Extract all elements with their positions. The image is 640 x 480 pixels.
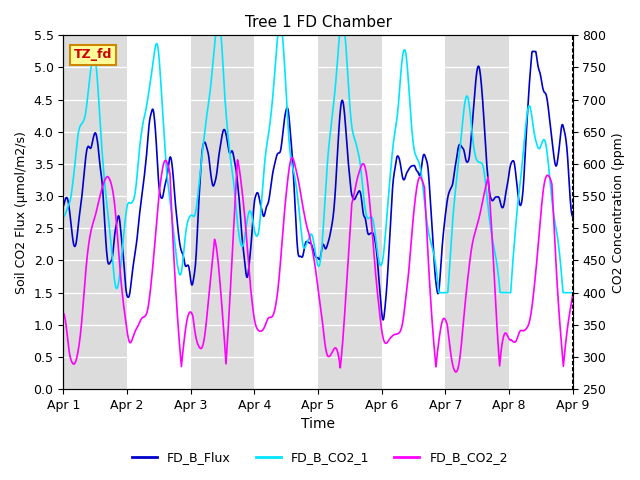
FD_B_Flux <box>380 317 387 323</box>
FD_B_Flux <box>127 282 134 288</box>
Legend: FD_B_Flux, FD_B_CO2_1, FD_B_CO2_2: FD_B_Flux, FD_B_CO2_1, FD_B_CO2_2 <box>127 446 513 469</box>
FD_B_Flux <box>327 227 335 233</box>
FD_B_CO2_1 <box>145 87 153 93</box>
FD_B_CO2_1 <box>212 33 220 38</box>
X-axis label: Time: Time <box>301 418 335 432</box>
FD_B_Flux <box>529 48 536 54</box>
Title: Tree 1 FD Chamber: Tree 1 FD Chamber <box>244 15 392 30</box>
FD_B_Flux <box>280 118 288 124</box>
Line: FD_B_Flux: FD_B_Flux <box>63 51 573 320</box>
FD_B_CO2_1 <box>328 120 335 126</box>
Text: TZ_fd: TZ_fd <box>74 48 112 61</box>
Bar <box>381 36 445 389</box>
FD_B_CO2_2 <box>231 202 239 207</box>
FD_B_CO2_2 <box>569 291 577 297</box>
FD_B_CO2_2 <box>328 351 335 357</box>
FD_B_Flux <box>338 98 346 104</box>
Bar <box>445 36 509 389</box>
Y-axis label: Soil CO2 Flux (μmol/m2/s): Soil CO2 Flux (μmol/m2/s) <box>15 131 28 294</box>
FD_B_Flux <box>569 214 577 219</box>
Bar <box>191 36 254 389</box>
Line: FD_B_CO2_1: FD_B_CO2_1 <box>63 36 573 293</box>
Bar <box>509 36 573 389</box>
FD_B_Flux <box>145 121 153 127</box>
FD_B_CO2_1 <box>569 290 577 296</box>
FD_B_CO2_1 <box>232 197 239 203</box>
FD_B_CO2_1 <box>338 33 346 38</box>
FD_B_CO2_1 <box>60 214 67 220</box>
FD_B_CO2_2 <box>145 298 153 303</box>
FD_B_CO2_2 <box>60 310 67 316</box>
FD_B_CO2_2 <box>127 339 134 345</box>
FD_B_CO2_2 <box>289 155 296 160</box>
FD_B_Flux <box>231 160 239 166</box>
FD_B_CO2_1 <box>127 200 134 206</box>
Y-axis label: CO2 Concentration (ppm): CO2 Concentration (ppm) <box>612 132 625 292</box>
Bar <box>254 36 318 389</box>
Bar <box>63 36 127 389</box>
FD_B_CO2_1 <box>435 290 443 296</box>
Line: FD_B_CO2_2: FD_B_CO2_2 <box>63 157 573 372</box>
FD_B_Flux <box>60 203 67 209</box>
FD_B_CO2_2 <box>280 212 288 218</box>
FD_B_CO2_2 <box>338 347 346 353</box>
Bar <box>318 36 381 389</box>
FD_B_CO2_1 <box>281 63 289 69</box>
FD_B_CO2_2 <box>452 369 460 375</box>
Bar <box>127 36 191 389</box>
